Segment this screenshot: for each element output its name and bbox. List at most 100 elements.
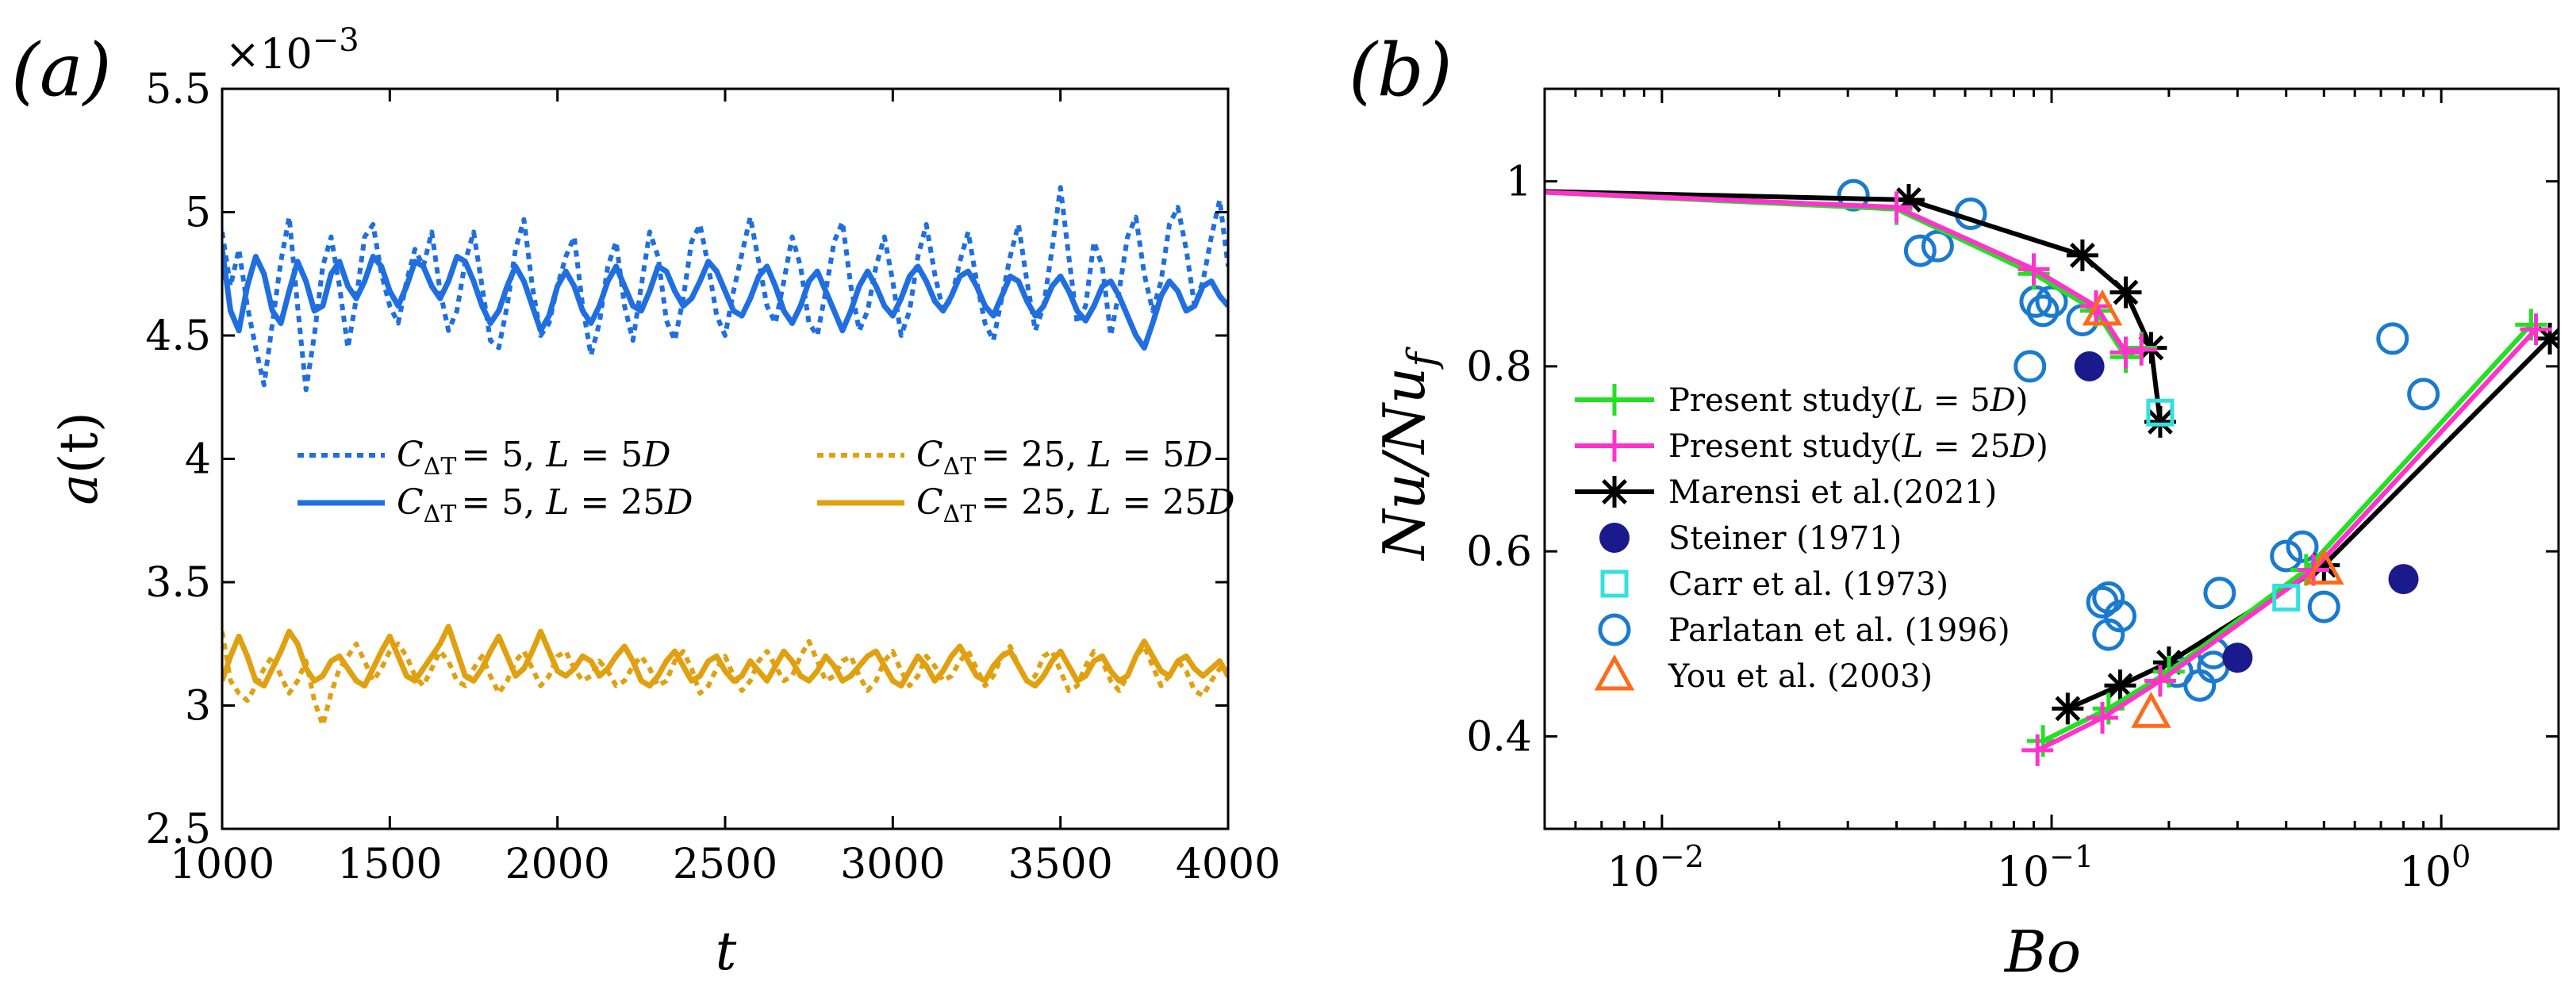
series-line-orange_5D [222, 631, 1228, 728]
legend-label-parlatan: Parlatan et al. (1996) [1668, 612, 2010, 649]
legend-label-present_25D: Present study(L = 25D) [1668, 428, 2048, 465]
point-parlatan-21 [2376, 322, 2409, 355]
y-tick-label-4: 4 [185, 436, 211, 484]
x-tick-label-3000: 3000 [840, 841, 945, 888]
x-tick-label-1500: 1500 [337, 841, 442, 888]
legend-c-symbol: C [916, 482, 943, 523]
legend-l-symbol: L [545, 482, 569, 523]
x-tick-exp: −1 [2049, 839, 2094, 874]
legend-label-orange_5D: CΔT = 25, L = 5D [916, 435, 1213, 481]
x-tick-label-2500: 2500 [673, 841, 777, 888]
panel-a-x-axis-label: t [716, 921, 737, 982]
point-parlatan-0 [1837, 178, 1870, 212]
point-marensi-b0-5-arm3 [2147, 408, 2173, 435]
legend-label-orange_25D: CΔT = 25, L = 25D [916, 482, 1235, 528]
panel-b-x-axis-label: Bo [2003, 918, 2081, 985]
legend-text-pre: Carr et al. (1973) [1668, 566, 1948, 603]
panel-b-y-axis-label-main: Nu/Nu [1371, 367, 1438, 562]
panel-b-y-tick-labels: 0.4 0.6 0.8 1 [1466, 159, 1532, 761]
legend-c-value: = 5, [461, 435, 546, 475]
point-marensi-b1-4-arm3 [2537, 327, 2559, 351]
panel-b-x-tick-labels: 10−2 10−1 100 [1607, 839, 2471, 896]
legend-c-value: = 25, [981, 482, 1088, 523]
y-tick-label-2.5: 2.5 [145, 806, 211, 853]
point-present_25D-b0-5 [2125, 333, 2158, 366]
legend-text-pre: Marensi et al.(2021) [1668, 474, 1997, 511]
legend-text-pre: Steiner (1971) [1668, 520, 1902, 557]
point-present_25D-b1-4 [2520, 313, 2552, 346]
series-present_25D [1545, 190, 2552, 766]
point-present_25D-b1-0 [2021, 734, 2054, 766]
series-line-present_25D-branch-0 [1545, 190, 2142, 355]
panel-a: (a) ×10−3 1000 1500 2000 2500 3000 3500 4000 2… [11, 22, 1280, 982]
point-carr-1 [2272, 583, 2301, 612]
point-present_25D-b0-1 [1880, 191, 1913, 224]
legend-text-end: ) [2016, 382, 2029, 419]
legend-text-var: L [1902, 382, 1924, 419]
legend-swatch-marker-present_25D [1599, 430, 1630, 462]
point-present_25D-b1-2 [2144, 665, 2176, 697]
legend-l-value: = 25 [1111, 482, 1207, 523]
legend-c-value: = 25, [981, 435, 1088, 475]
y-tick-label-3: 3 [185, 683, 211, 730]
panel-a-label: (a) [11, 28, 112, 113]
point-parlatan-17 [2203, 577, 2236, 610]
legend-l-value: = 5 [1111, 435, 1184, 475]
point-parlatan-2 [1921, 229, 1954, 263]
x-tick-label-1: 100 [2399, 839, 2470, 896]
legend-c-symbol: C [397, 482, 424, 523]
point-present_25D-b1-1 [2087, 702, 2119, 734]
legend-text-pre: Present study( [1668, 382, 1902, 419]
x-tick-base: 10 [2399, 849, 2451, 896]
legend-label-you: You et al. (2003) [1668, 658, 1933, 695]
point-marensi-b1-0-arm3 [2055, 696, 2081, 722]
panel-b: (b) 10−2 10−1 100 0.40.60.81 Bo Nu/Nuf Pre… [1349, 28, 2560, 985]
y-tick-label-4.5: 4.5 [145, 313, 211, 360]
point-parlatan-19 [2286, 530, 2319, 563]
point-parlatan-1 [1903, 234, 1937, 267]
point-marensi-b0-3-arm3 [2113, 279, 2139, 305]
panel-b-label: (b) [1349, 28, 1453, 113]
legend-label-carr: Carr et al. (1973) [1668, 566, 1948, 603]
legend-swatch-marker-present_5D [1599, 384, 1630, 416]
y-tick-label-1: 1 [1506, 159, 1532, 206]
y-tick-label-3.5: 3.5 [145, 559, 211, 607]
point-you-0 [2082, 289, 2123, 326]
legend-l-symbol: L [1087, 482, 1111, 523]
point-marensi-b1-1-arm3 [2107, 673, 2133, 699]
legend-text-var: L [1902, 428, 1924, 465]
point-present_25D-b0-4 [2110, 336, 2142, 369]
legend-l-unit: D [1184, 435, 1212, 475]
legend-text-pre: Parlatan et al. (1996) [1668, 612, 2010, 649]
point-you-2 [2304, 548, 2344, 585]
legend-c-symbol: C [916, 435, 943, 475]
point-marensi-b0-2-arm3 [2069, 243, 2095, 268]
point-marensi-b1-0 [2052, 692, 2084, 725]
point-parlatan-22 [2407, 378, 2440, 411]
panel-a-ticks [221, 87, 1230, 830]
y-tick-label-0.4: 0.4 [1466, 713, 1532, 761]
legend-swatch-marker-you [1594, 654, 1635, 691]
x-tick-label-1000: 1000 [170, 841, 274, 888]
point-present_25D-b0-2 [2017, 253, 2050, 286]
panel-a-y-axis-label: a(t) [48, 412, 109, 504]
x-tick-exp: 0 [2451, 839, 2470, 874]
point-marensi-b1-3-arm3 [2311, 552, 2337, 578]
legend-text-end: ) [2036, 428, 2048, 465]
point-you-1 [2131, 692, 2171, 728]
series-you [2082, 289, 2344, 728]
y-tick-label-5: 5 [185, 190, 211, 237]
panel-a-exponent-prefix: ×10 [225, 31, 313, 79]
point-parlatan-6 [2026, 294, 2060, 328]
series-present_5D [1545, 190, 2547, 757]
legend-label-marensi: Marensi et al.(2021) [1668, 474, 1997, 511]
panel-a-exponent-power: −3 [313, 22, 359, 59]
legend-l-value: = 25 [569, 482, 665, 523]
point-parlatan-18 [2270, 539, 2303, 573]
point-steiner-2 [2388, 564, 2419, 595]
y-tick-label-0.6: 0.6 [1466, 528, 1532, 576]
legend-c-subscript: ΔT [943, 500, 977, 528]
legend-c-subscript: ΔT [424, 453, 457, 481]
